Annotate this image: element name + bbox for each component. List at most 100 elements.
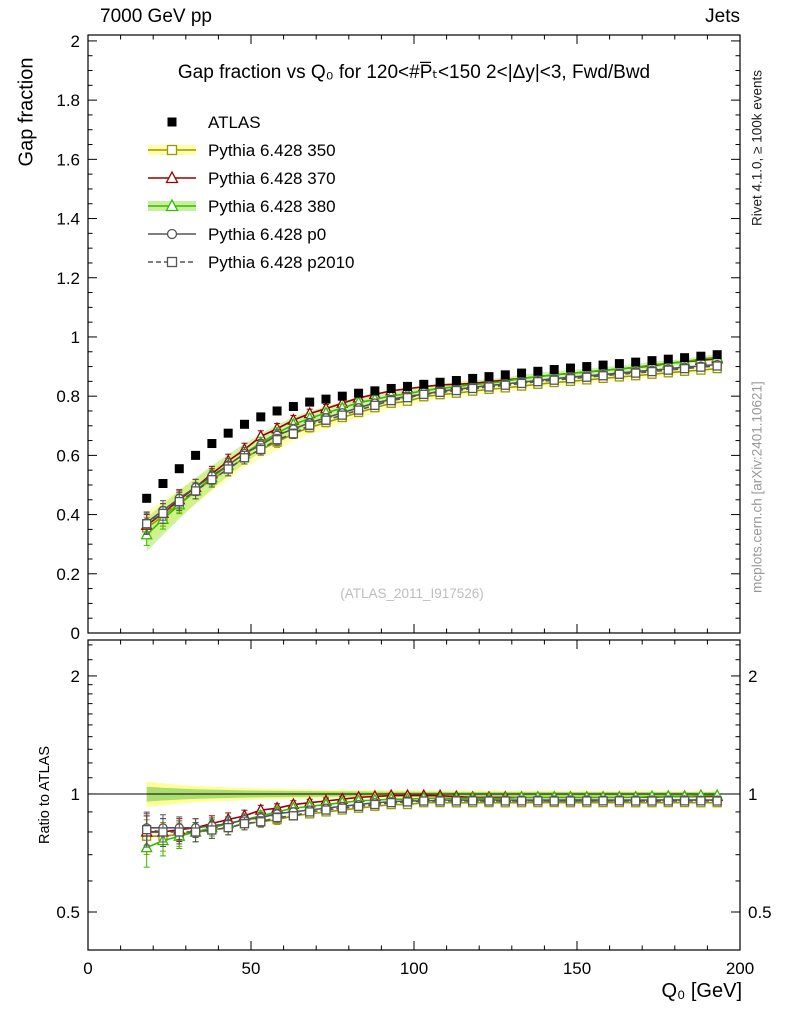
uncertainty-bands bbox=[88, 354, 740, 808]
legend-label: Pythia 6.428 p0 bbox=[208, 225, 326, 244]
marker bbox=[484, 372, 494, 382]
marker bbox=[614, 796, 625, 806]
marker bbox=[402, 797, 413, 807]
marker bbox=[223, 464, 233, 474]
tick-label: 0.2 bbox=[56, 565, 80, 584]
marker bbox=[223, 428, 233, 438]
marker bbox=[207, 475, 217, 485]
marker bbox=[166, 256, 178, 268]
marker bbox=[402, 392, 413, 403]
legend-label: ATLAS bbox=[208, 113, 261, 132]
marker bbox=[712, 361, 722, 371]
marker bbox=[712, 796, 722, 806]
marker bbox=[435, 796, 445, 806]
marker bbox=[272, 406, 282, 416]
marker bbox=[516, 378, 527, 389]
marker bbox=[419, 379, 429, 389]
marker bbox=[663, 365, 673, 375]
marker bbox=[223, 822, 233, 833]
marker bbox=[337, 803, 347, 813]
marker bbox=[207, 825, 217, 835]
marker bbox=[614, 359, 624, 369]
marker bbox=[166, 144, 178, 156]
marker bbox=[353, 801, 364, 812]
x-axis-label: Q₀ [GeV] bbox=[661, 980, 742, 1002]
legend-label: Pythia 6.428 370 bbox=[208, 169, 336, 188]
marker bbox=[305, 807, 315, 817]
marker bbox=[598, 796, 608, 806]
series-pythia-6-428-380 bbox=[140, 350, 724, 546]
marker bbox=[419, 389, 429, 400]
marker bbox=[174, 827, 184, 837]
marker bbox=[631, 357, 641, 367]
marker bbox=[500, 380, 510, 390]
marker bbox=[142, 519, 152, 529]
marker bbox=[582, 362, 592, 372]
marker bbox=[533, 796, 543, 806]
marker bbox=[207, 439, 217, 449]
tick-label: 1 bbox=[71, 785, 80, 804]
legend-item: Pythia 6.428 370 bbox=[148, 169, 336, 188]
tick-label: 150 bbox=[563, 959, 591, 978]
marker bbox=[549, 796, 559, 806]
marker bbox=[239, 419, 249, 429]
marker bbox=[166, 228, 178, 240]
marker bbox=[288, 811, 299, 821]
marker bbox=[305, 397, 315, 407]
tick-label: 1.2 bbox=[56, 269, 80, 288]
y-axis-label-main: Gap fraction bbox=[15, 57, 38, 167]
marker bbox=[679, 796, 690, 806]
marker bbox=[256, 412, 266, 422]
marker bbox=[500, 796, 510, 806]
marker bbox=[142, 493, 152, 503]
series-pythia-6-428-370 bbox=[140, 351, 724, 537]
marker bbox=[158, 508, 168, 519]
marker bbox=[158, 827, 168, 837]
tick-label: 0 bbox=[83, 959, 92, 978]
marker bbox=[582, 372, 592, 382]
marker bbox=[647, 796, 657, 806]
data-series bbox=[140, 350, 724, 868]
marker bbox=[158, 479, 168, 488]
tick-label: 100 bbox=[400, 959, 428, 978]
tick-label: 1.4 bbox=[56, 210, 80, 229]
tick-label: 1 bbox=[748, 785, 757, 804]
marker bbox=[451, 796, 462, 806]
marker bbox=[321, 805, 331, 815]
series-pythia-6-428-p2010 bbox=[142, 361, 722, 535]
marker bbox=[500, 370, 510, 380]
marker bbox=[468, 373, 478, 383]
marker bbox=[239, 819, 250, 829]
marker bbox=[190, 827, 201, 837]
marker bbox=[598, 371, 608, 381]
band bbox=[146, 354, 718, 552]
marker bbox=[516, 796, 527, 806]
marker bbox=[337, 391, 347, 401]
marker bbox=[256, 444, 266, 455]
marker bbox=[631, 796, 641, 806]
marker bbox=[256, 817, 266, 827]
tick-label: 200 bbox=[726, 959, 754, 978]
marker bbox=[386, 395, 396, 406]
tick-label: 0.6 bbox=[56, 446, 80, 465]
marker bbox=[386, 797, 396, 808]
marker bbox=[174, 464, 184, 474]
marker bbox=[451, 375, 461, 385]
marker bbox=[663, 796, 673, 806]
marker bbox=[386, 383, 396, 393]
marker bbox=[337, 410, 347, 420]
legend-item: Pythia 6.428 p2010 bbox=[148, 253, 355, 272]
marker bbox=[598, 360, 608, 370]
marker bbox=[165, 170, 179, 184]
marker bbox=[353, 405, 364, 415]
main-panel-frame bbox=[87, 34, 741, 634]
marker bbox=[647, 366, 657, 377]
marker bbox=[679, 363, 690, 374]
marker bbox=[354, 388, 364, 398]
marker bbox=[696, 796, 706, 806]
series-pythia-6-428-p2010 bbox=[142, 796, 722, 848]
ratio-panel-frame bbox=[87, 639, 741, 951]
legend-label: Pythia 6.428 p2010 bbox=[208, 253, 355, 272]
legend-item: ATLAS bbox=[167, 113, 261, 132]
